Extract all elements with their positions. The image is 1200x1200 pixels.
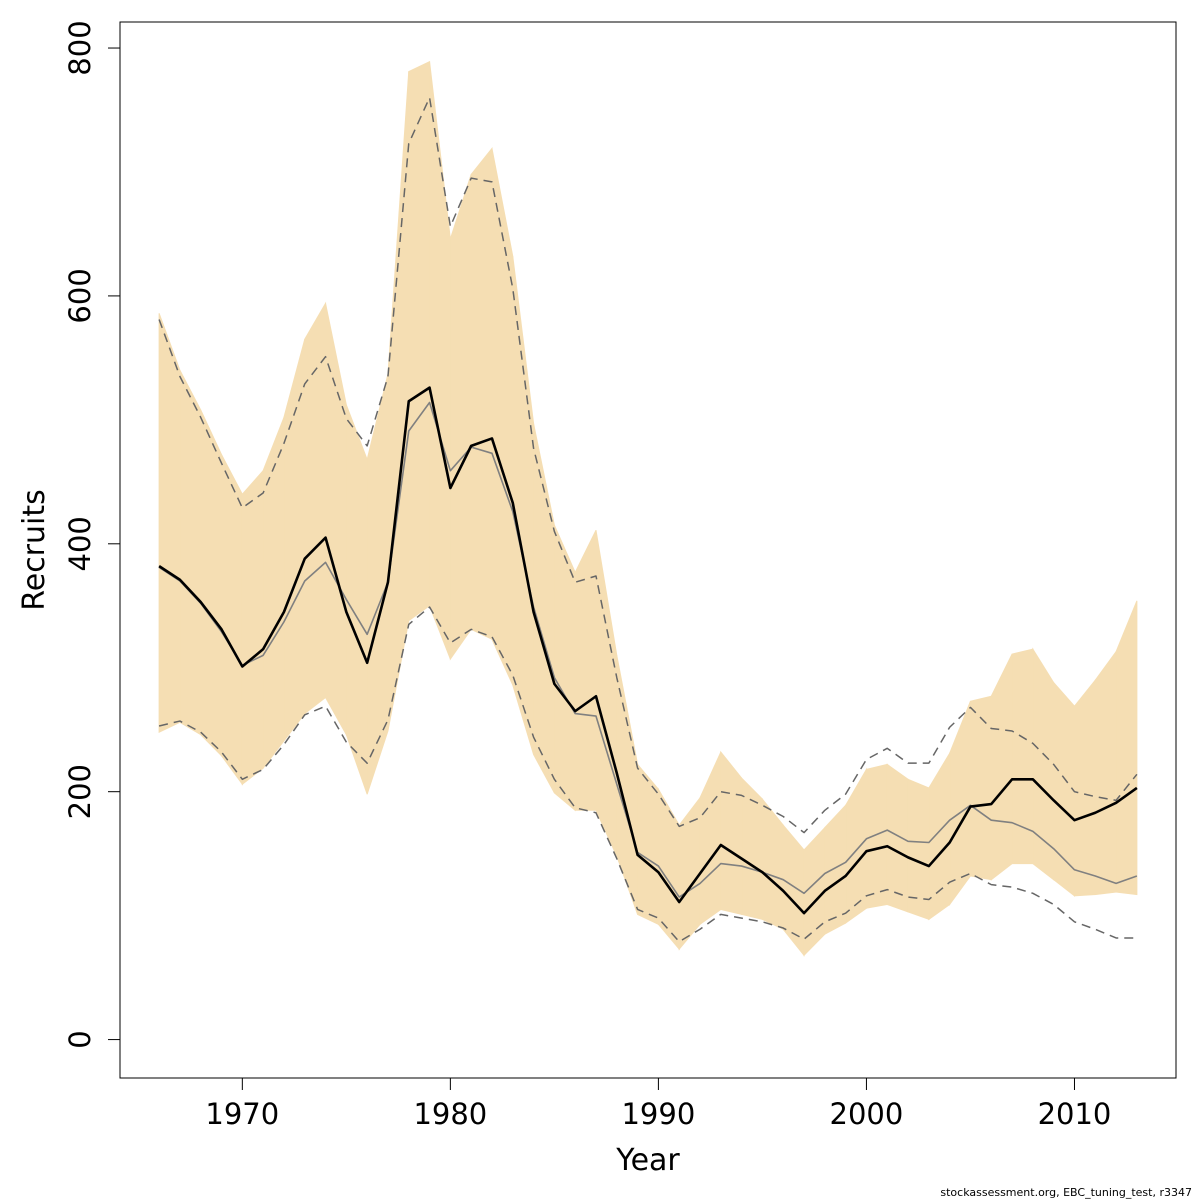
- confidence-band: [574, 529, 597, 811]
- confidence-band: [533, 423, 555, 794]
- confidence-band: [1115, 600, 1138, 896]
- y-axis-title: Recruits: [17, 489, 52, 611]
- confidence-band: [179, 370, 202, 736]
- confidence-band: [491, 148, 514, 686]
- y-tick-label: 600: [63, 268, 97, 323]
- confidence-band: [1094, 650, 1117, 896]
- confidence-band: [699, 751, 722, 926]
- confidence-band: [429, 61, 451, 660]
- confidence-band: [241, 469, 264, 786]
- confidence-band: [366, 373, 389, 795]
- confidence-band: [845, 767, 867, 925]
- footnote: stockassessment.org, EBC_tuning_test, r3…: [940, 1186, 1192, 1199]
- confidence-band: [969, 695, 992, 881]
- confidence-band: [782, 823, 805, 957]
- confidence-band: [221, 454, 243, 786]
- x-tick-label: 2000: [830, 1097, 904, 1131]
- y-tick-label: 800: [63, 20, 97, 75]
- plot-area: [158, 60, 1138, 957]
- confidence-band: [657, 787, 680, 951]
- confidence-band: [595, 530, 618, 857]
- confidence-band: [678, 796, 701, 951]
- confidence-band: [158, 313, 181, 733]
- confidence-band: [449, 174, 472, 661]
- series-line: [158, 401, 1138, 898]
- x-tick-label: 1970: [205, 1097, 279, 1131]
- confidence-band: [408, 60, 431, 622]
- confidence-band: [637, 763, 659, 926]
- series-line: [158, 386, 1138, 915]
- confidence-band: [907, 778, 930, 921]
- plot-frame: [119, 21, 1177, 1079]
- confidence-band: [928, 751, 951, 921]
- confidence-band: [553, 525, 576, 812]
- confidence-band: [345, 404, 368, 795]
- confidence-band: [1011, 648, 1034, 865]
- confidence-band: [886, 763, 909, 913]
- confidence-band: [470, 146, 493, 641]
- x-tick-label: 1990: [621, 1097, 695, 1131]
- confidence-band: [761, 797, 784, 931]
- y-tick-label: 0: [63, 1030, 97, 1048]
- confidence-band: [990, 653, 1013, 881]
- confidence-band: [200, 409, 223, 757]
- y-tick-label: 400: [63, 516, 97, 571]
- x-tick-label: 1980: [413, 1097, 487, 1131]
- x-axis-title: Year: [615, 1143, 680, 1178]
- y-tick-label: 200: [63, 764, 97, 819]
- interval-line: [158, 606, 1137, 943]
- confidence-band: [387, 71, 410, 732]
- confidence-band: [1073, 678, 1096, 897]
- confidence-band: [304, 301, 327, 715]
- confidence-band: [283, 339, 306, 743]
- confidence-band: [512, 256, 535, 755]
- interval-line: [158, 96, 1138, 834]
- x-tick-label: 2010: [1038, 1097, 1112, 1131]
- confidence-band: [720, 750, 743, 916]
- confidence-band: [741, 776, 763, 920]
- confidence-band: [865, 763, 888, 909]
- confidence-band: [1053, 681, 1075, 897]
